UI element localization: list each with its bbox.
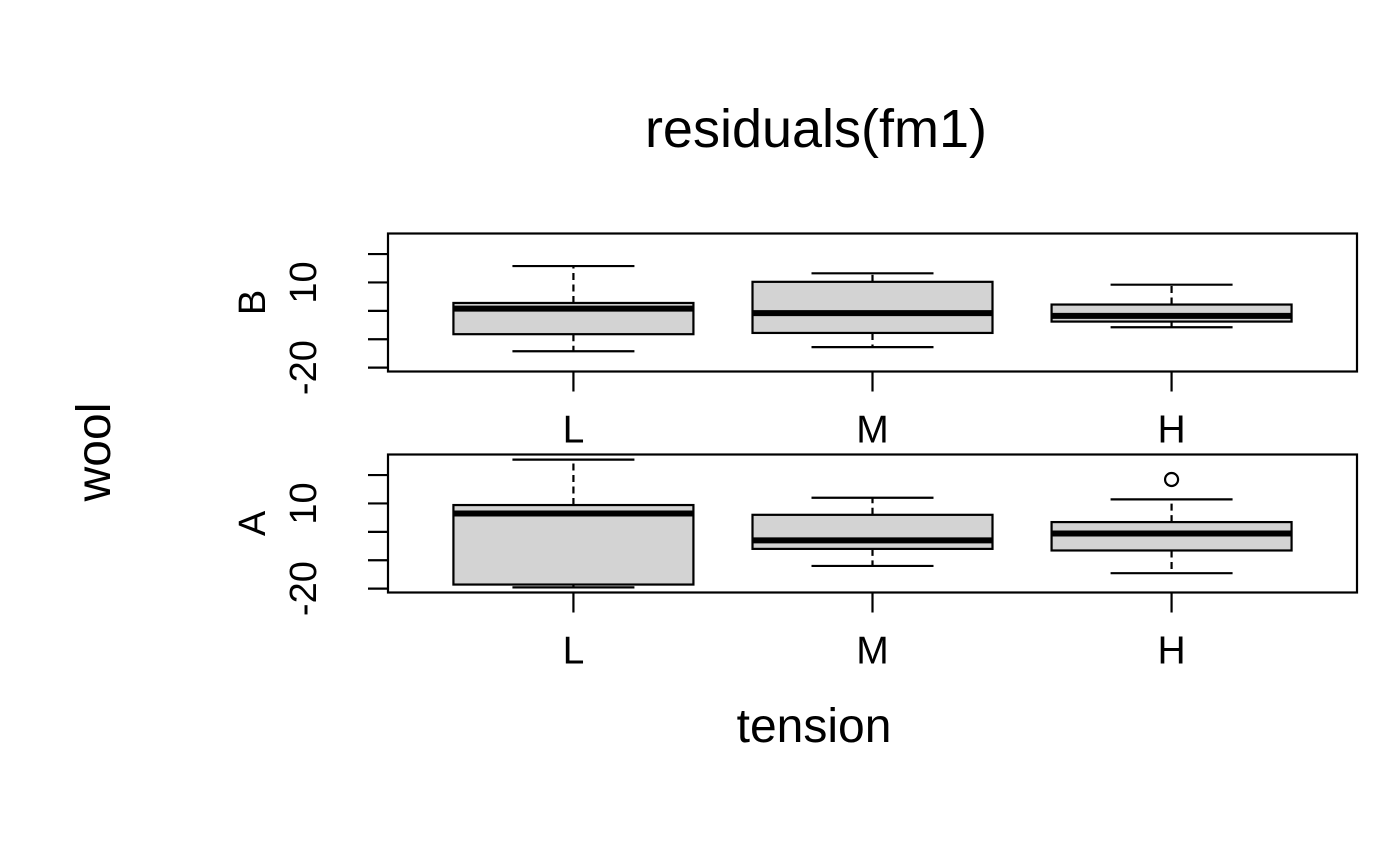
y-axis-title: wool (68, 403, 121, 503)
x-tick-label: L (563, 409, 585, 452)
boxplot-b-l (452, 264, 695, 353)
panels-container: 10 -20 L M H B 10 -20 L M H A (232, 232, 1359, 673)
x-tick-label: M (856, 409, 889, 452)
iqr-box (751, 513, 994, 550)
panel-wool-a: 10 -20 L M H A (232, 453, 1359, 673)
boxplot-a-m (751, 496, 994, 568)
y-tick-label: -20 (283, 340, 325, 395)
boxplot-b-h (1050, 283, 1293, 329)
panel-label: A (232, 510, 274, 536)
x-axis-title: tension (737, 700, 892, 753)
x-tick-label: H (1157, 630, 1185, 673)
panel-label: B (232, 290, 274, 315)
iqr-box (452, 503, 695, 586)
y-tick-label: -20 (283, 561, 325, 616)
y-tick-label: 10 (283, 261, 325, 303)
boxplot-a-h (1050, 471, 1293, 575)
iqr-box (751, 280, 994, 335)
x-tick-label: L (563, 630, 585, 673)
panel-frame (386, 453, 1359, 594)
y-tick-label: 10 (283, 482, 325, 524)
chart-title: residuals(fm1) (645, 99, 987, 159)
x-tick-label: M (856, 630, 889, 673)
outlier-point (1163, 471, 1180, 488)
boxplot-a-l (452, 458, 695, 589)
panel-wool-b: 10 -20 L M H B (232, 232, 1359, 452)
x-tick-label: H (1157, 409, 1185, 452)
panel-frame (386, 232, 1359, 373)
boxplot-b-m (751, 272, 994, 349)
